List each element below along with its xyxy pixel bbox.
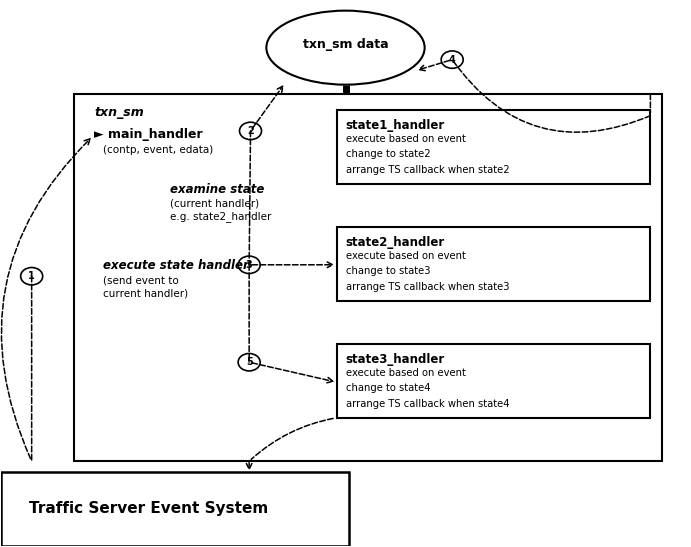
Text: current handler): current handler): [103, 288, 189, 298]
Text: execute based on event: execute based on event: [346, 368, 465, 378]
FancyBboxPatch shape: [1, 472, 349, 545]
Text: state1_handler: state1_handler: [346, 119, 445, 132]
Text: state2_handler: state2_handler: [346, 236, 445, 249]
Text: examine state: examine state: [170, 183, 265, 196]
Text: change to state2: change to state2: [346, 149, 430, 159]
Text: txn_sm data: txn_sm data: [303, 38, 388, 51]
Text: 3: 3: [246, 260, 252, 270]
FancyBboxPatch shape: [337, 227, 650, 301]
Text: (contp, event, edata): (contp, event, edata): [103, 145, 214, 155]
Text: 1: 1: [28, 271, 35, 281]
Text: 5: 5: [246, 357, 252, 367]
Text: txn_sm: txn_sm: [94, 107, 144, 119]
FancyBboxPatch shape: [337, 344, 650, 418]
Text: change to state4: change to state4: [346, 383, 430, 393]
Text: execute based on event: execute based on event: [346, 251, 465, 261]
Text: arrange TS callback when state2: arrange TS callback when state2: [346, 165, 509, 174]
Text: e.g. state2_handler: e.g. state2_handler: [170, 212, 272, 222]
FancyBboxPatch shape: [74, 94, 662, 461]
Text: execute based on event: execute based on event: [346, 134, 465, 144]
Ellipse shape: [266, 10, 425, 85]
FancyBboxPatch shape: [337, 110, 650, 184]
Text: (current handler): (current handler): [170, 199, 259, 209]
Text: 4: 4: [448, 55, 455, 65]
Text: (send event to: (send event to: [103, 275, 179, 285]
Text: execute state handler: execute state handler: [103, 259, 249, 272]
Text: state3_handler: state3_handler: [346, 353, 445, 366]
Text: Traffic Server Event System: Traffic Server Event System: [29, 502, 268, 516]
Text: arrange TS callback when state3: arrange TS callback when state3: [346, 282, 509, 292]
Text: change to state3: change to state3: [346, 266, 430, 276]
Text: 2: 2: [247, 126, 254, 136]
Text: ► main_handler: ► main_handler: [94, 128, 203, 141]
Text: arrange TS callback when state4: arrange TS callback when state4: [346, 399, 509, 409]
